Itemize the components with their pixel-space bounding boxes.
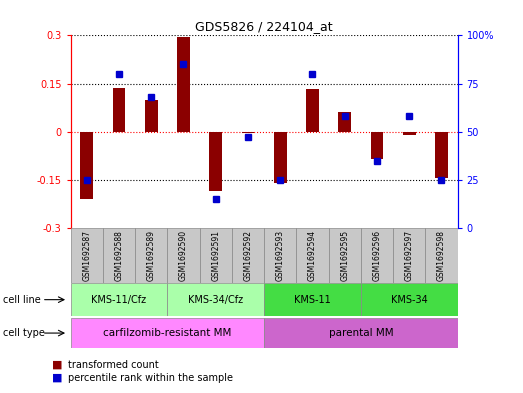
- Text: cell type: cell type: [3, 328, 44, 338]
- Bar: [425, 228, 458, 283]
- Bar: [338, 112, 351, 132]
- Bar: [435, 132, 448, 178]
- Text: percentile rank within the sample: percentile rank within the sample: [68, 373, 233, 383]
- Bar: [361, 228, 393, 283]
- Bar: [200, 228, 232, 283]
- Bar: [145, 99, 158, 132]
- Bar: [370, 132, 383, 159]
- Bar: [403, 132, 416, 135]
- Text: GSM1692589: GSM1692589: [147, 230, 156, 281]
- Bar: [177, 37, 190, 132]
- Text: GSM1692597: GSM1692597: [405, 230, 414, 281]
- Bar: [297, 228, 328, 283]
- Bar: [232, 228, 264, 283]
- Bar: [167, 283, 264, 316]
- Text: GSM1692598: GSM1692598: [437, 230, 446, 281]
- Bar: [209, 132, 222, 191]
- Bar: [274, 132, 287, 183]
- Text: GSM1692587: GSM1692587: [82, 230, 91, 281]
- Bar: [264, 318, 458, 348]
- Text: carfilzomib-resistant MM: carfilzomib-resistant MM: [103, 328, 232, 338]
- Bar: [81, 132, 93, 199]
- Bar: [103, 228, 135, 283]
- Text: parental MM: parental MM: [328, 328, 393, 338]
- Text: KMS-11: KMS-11: [294, 295, 331, 305]
- Text: GSM1692591: GSM1692591: [211, 230, 220, 281]
- Text: GSM1692588: GSM1692588: [115, 230, 123, 281]
- Bar: [167, 228, 200, 283]
- Text: GSM1692592: GSM1692592: [244, 230, 253, 281]
- Bar: [264, 283, 361, 316]
- Text: KMS-34: KMS-34: [391, 295, 428, 305]
- Text: ■: ■: [52, 360, 63, 370]
- Text: GSM1692596: GSM1692596: [372, 230, 381, 281]
- Text: GSM1692594: GSM1692594: [308, 230, 317, 281]
- Bar: [264, 228, 297, 283]
- Text: ■: ■: [52, 373, 63, 383]
- Bar: [71, 318, 264, 348]
- Text: GSM1692590: GSM1692590: [179, 230, 188, 281]
- Text: GSM1692595: GSM1692595: [340, 230, 349, 281]
- Text: transformed count: transformed count: [68, 360, 159, 370]
- Bar: [306, 89, 319, 132]
- Bar: [393, 228, 425, 283]
- Bar: [328, 228, 361, 283]
- Bar: [71, 283, 167, 316]
- Bar: [135, 228, 167, 283]
- Text: KMS-34/Cfz: KMS-34/Cfz: [188, 295, 243, 305]
- Text: GSM1692593: GSM1692593: [276, 230, 285, 281]
- Bar: [112, 88, 126, 132]
- Bar: [361, 283, 458, 316]
- Bar: [242, 132, 254, 133]
- Title: GDS5826 / 224104_at: GDS5826 / 224104_at: [195, 20, 333, 33]
- Text: cell line: cell line: [3, 295, 40, 305]
- Bar: [71, 228, 103, 283]
- Text: KMS-11/Cfz: KMS-11/Cfz: [92, 295, 146, 305]
